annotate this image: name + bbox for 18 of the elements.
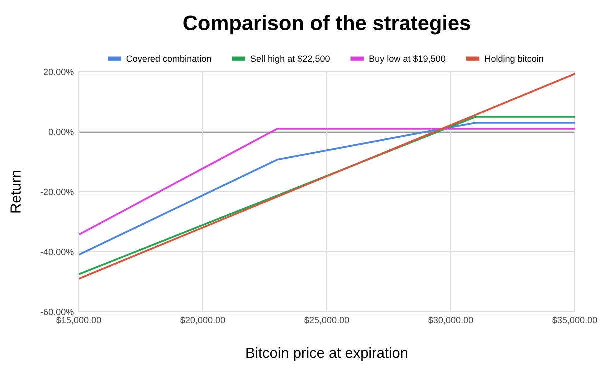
legend-label: Covered combination [126,55,212,62]
x-axis-title: Bitcoin price at expiration [246,348,408,362]
y-tick-label: -40.00% [40,248,74,256]
line-series [79,122,575,256]
x-tick-label: $20,000.00 [180,316,226,325]
y-axis-title: Return [10,171,21,213]
chart-title: Comparison of the strategies [184,15,470,35]
legend-label: Sell high at $22,500 [250,55,330,64]
x-tick-label: $25,000.00 [304,316,350,325]
y-tick-label: 0.00% [48,128,74,136]
legend-label: Buy low at $19,500 [370,55,446,64]
y-tick-label: -60.00% [40,308,74,316]
x-tick-label: $30,000.00 [428,316,474,325]
x-tick-label: $35,000.00 [552,316,598,325]
y-tick-label: -20.00% [40,188,74,196]
x-tick-label: $15,000.00 [56,316,102,325]
legend-label: Holding bitcoin [485,55,544,64]
y-tick-label: 20.00% [44,68,74,76]
